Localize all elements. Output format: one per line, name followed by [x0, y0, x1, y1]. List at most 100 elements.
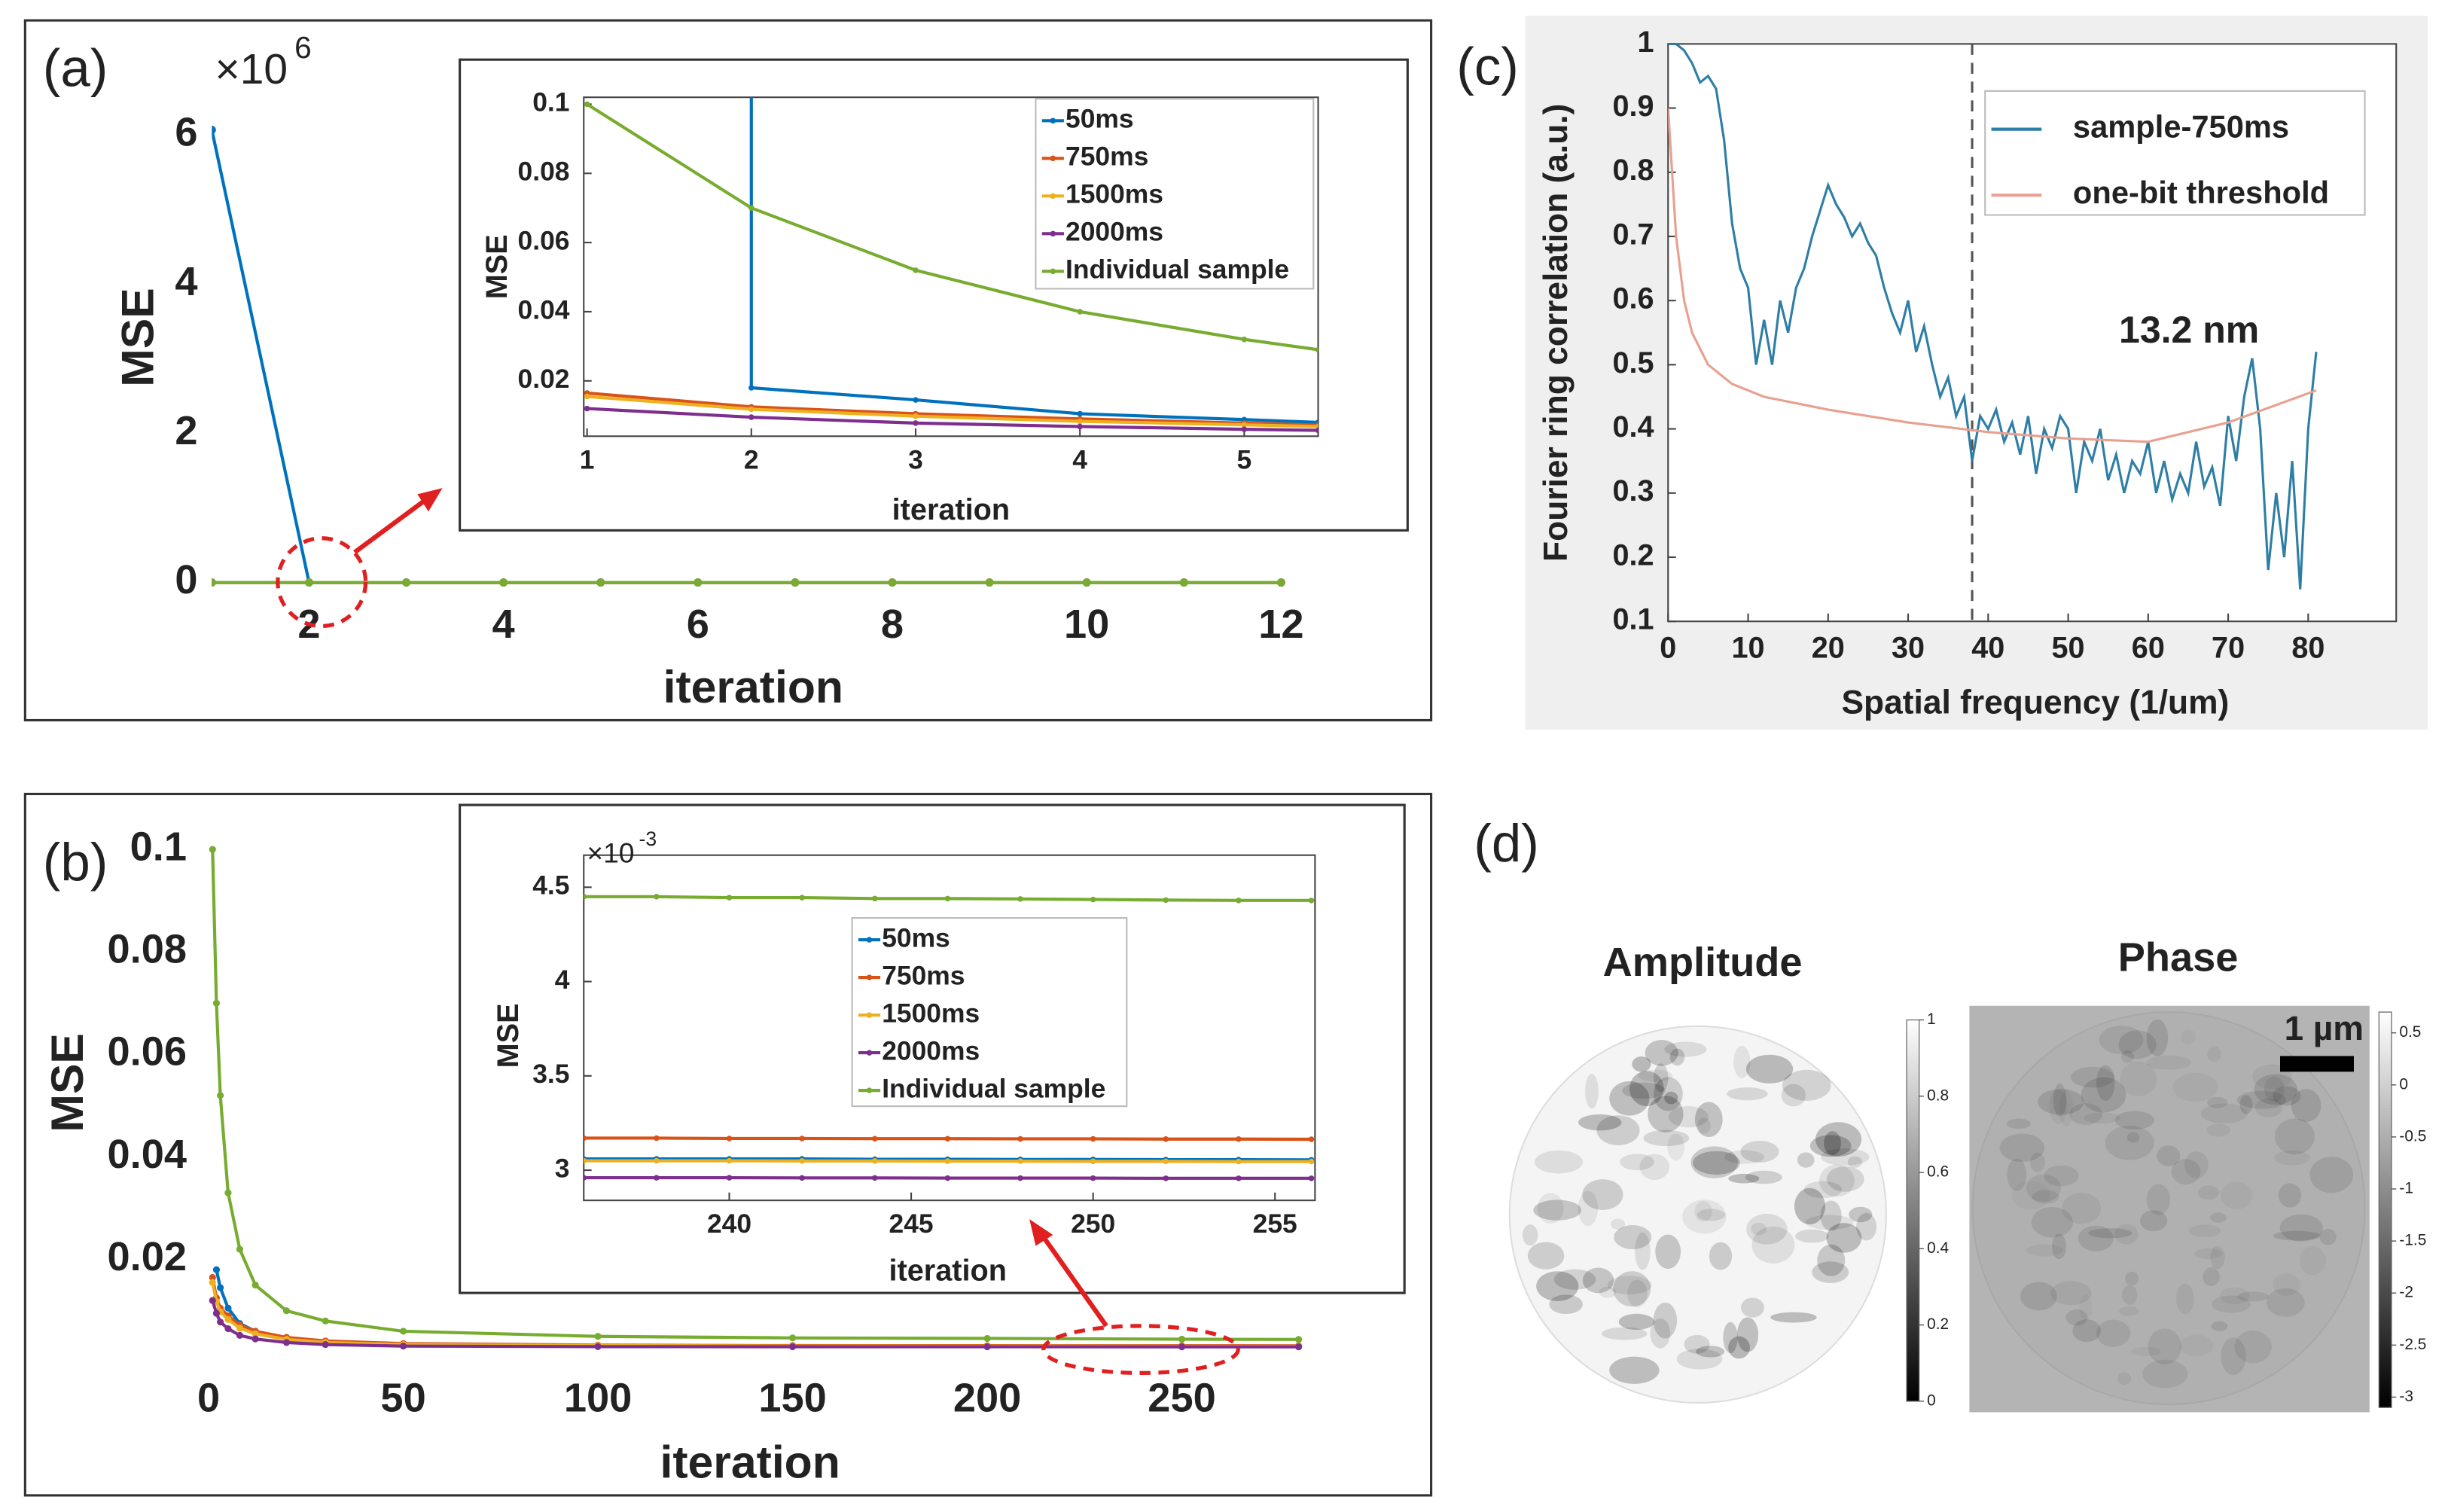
legend-label: Individual sample: [1065, 255, 1289, 285]
point: [399, 1343, 407, 1350]
texture: [1643, 1129, 1690, 1147]
x-tick-label: 12: [1258, 602, 1303, 647]
texture: [1821, 1148, 1870, 1166]
y-tick-label: 0.1: [130, 824, 187, 869]
legend-marker: [866, 937, 873, 943]
texture: [2026, 1174, 2062, 1203]
texture: [1803, 1181, 1843, 1199]
texture: [1622, 1082, 1666, 1099]
texture: [1667, 1133, 1684, 1161]
point: [944, 1175, 951, 1181]
texture: [2254, 1098, 2282, 1117]
series-line: [587, 407, 1319, 432]
texture: [1585, 1073, 1599, 1109]
point: [594, 1333, 602, 1340]
y-tick-label: 0.1: [532, 87, 569, 117]
zoom-arrow: [1040, 1233, 1108, 1328]
texture: [2120, 1061, 2157, 1096]
point: [236, 1325, 244, 1332]
point: [224, 1189, 232, 1196]
axis-exponent: -3: [639, 828, 657, 850]
point: [983, 1343, 991, 1351]
texture: [2319, 1228, 2337, 1245]
x-tick-label: 2: [744, 444, 759, 474]
texture: [2070, 1066, 2114, 1088]
point: [212, 999, 221, 1007]
point: [584, 393, 590, 400]
point: [654, 1157, 660, 1164]
y-tick-label: 0.6: [1612, 282, 1654, 316]
texture: [2173, 1073, 2218, 1102]
colorbar-tick-label: -2: [2399, 1284, 2413, 1301]
y-tick-label: 6: [175, 110, 197, 155]
texture: [1653, 1302, 1678, 1339]
point: [1077, 418, 1083, 425]
texture: [2254, 1074, 2297, 1105]
texture: [2200, 1103, 2248, 1124]
plot-series: [584, 0, 1319, 1512]
point: [584, 1175, 587, 1181]
y-tick-label: 0.5: [1612, 346, 1654, 380]
texture: [1723, 1321, 1738, 1354]
colorbar-tick-label: 0: [2399, 1075, 2408, 1093]
texture: [1578, 1190, 1599, 1227]
point: [1017, 1175, 1023, 1181]
y-tick-label: 4: [555, 965, 570, 995]
texture: [2053, 1084, 2067, 1117]
legend-marker: [866, 1050, 873, 1056]
colorbar-tick-label: 0.8: [1927, 1087, 1949, 1104]
point: [799, 1175, 805, 1181]
colorbar-tick-label: -3: [2399, 1388, 2413, 1405]
texture: [1826, 1223, 1862, 1253]
point: [888, 578, 897, 587]
y-tick-label: 3: [555, 1153, 570, 1183]
legend-marker: [866, 1012, 873, 1018]
x-tick-label: 5: [1237, 444, 1252, 474]
point: [1308, 898, 1315, 904]
texture: [2175, 1283, 2194, 1315]
texture: [1824, 1131, 1841, 1156]
texture: [1635, 1232, 1651, 1270]
point: [236, 1331, 244, 1339]
point: [1179, 578, 1188, 587]
texture: [2118, 1030, 2157, 1059]
texture: [1817, 1244, 1846, 1276]
texture: [2084, 1112, 2120, 1123]
y-axis-label: MSE: [480, 234, 514, 299]
scale-bar: [2280, 1056, 2354, 1072]
texture: [2197, 1185, 2220, 1200]
texture: [1809, 1135, 1852, 1157]
texture: [2026, 1244, 2064, 1257]
texture: [1645, 1040, 1678, 1066]
x-tick-label: 4: [1072, 444, 1087, 474]
texture: [1669, 1106, 1709, 1128]
point: [305, 578, 313, 587]
x-tick-label: 50: [380, 1376, 425, 1421]
series-line: [211, 849, 1299, 1341]
texture: [1690, 1146, 1738, 1178]
texture: [2050, 1281, 2092, 1306]
point: [913, 420, 919, 426]
point: [584, 1135, 587, 1142]
panel-label: (a): [43, 39, 108, 99]
texture: [2188, 1224, 2221, 1238]
texture: [1527, 1242, 1565, 1270]
y-tick-label: 0.06: [108, 1029, 187, 1075]
texture: [1745, 1054, 1794, 1084]
texture: [2072, 1319, 2102, 1343]
point: [1178, 1335, 1186, 1343]
point: [1090, 1175, 1096, 1181]
texture: [1999, 1133, 2045, 1163]
texture: [2309, 1157, 2354, 1193]
texture: [2131, 1347, 2161, 1357]
legend-marker: [1050, 268, 1056, 275]
colorbar-tick-label: 0.5: [2399, 1023, 2421, 1041]
x-axis-label: iteration: [660, 1436, 840, 1487]
y-axis-label: MSE: [492, 1003, 525, 1068]
point: [799, 1158, 805, 1164]
point: [1090, 896, 1096, 903]
texture: [2221, 1337, 2246, 1376]
texture: [2206, 1123, 2230, 1137]
texture: [1582, 1179, 1623, 1210]
point: [499, 578, 508, 587]
